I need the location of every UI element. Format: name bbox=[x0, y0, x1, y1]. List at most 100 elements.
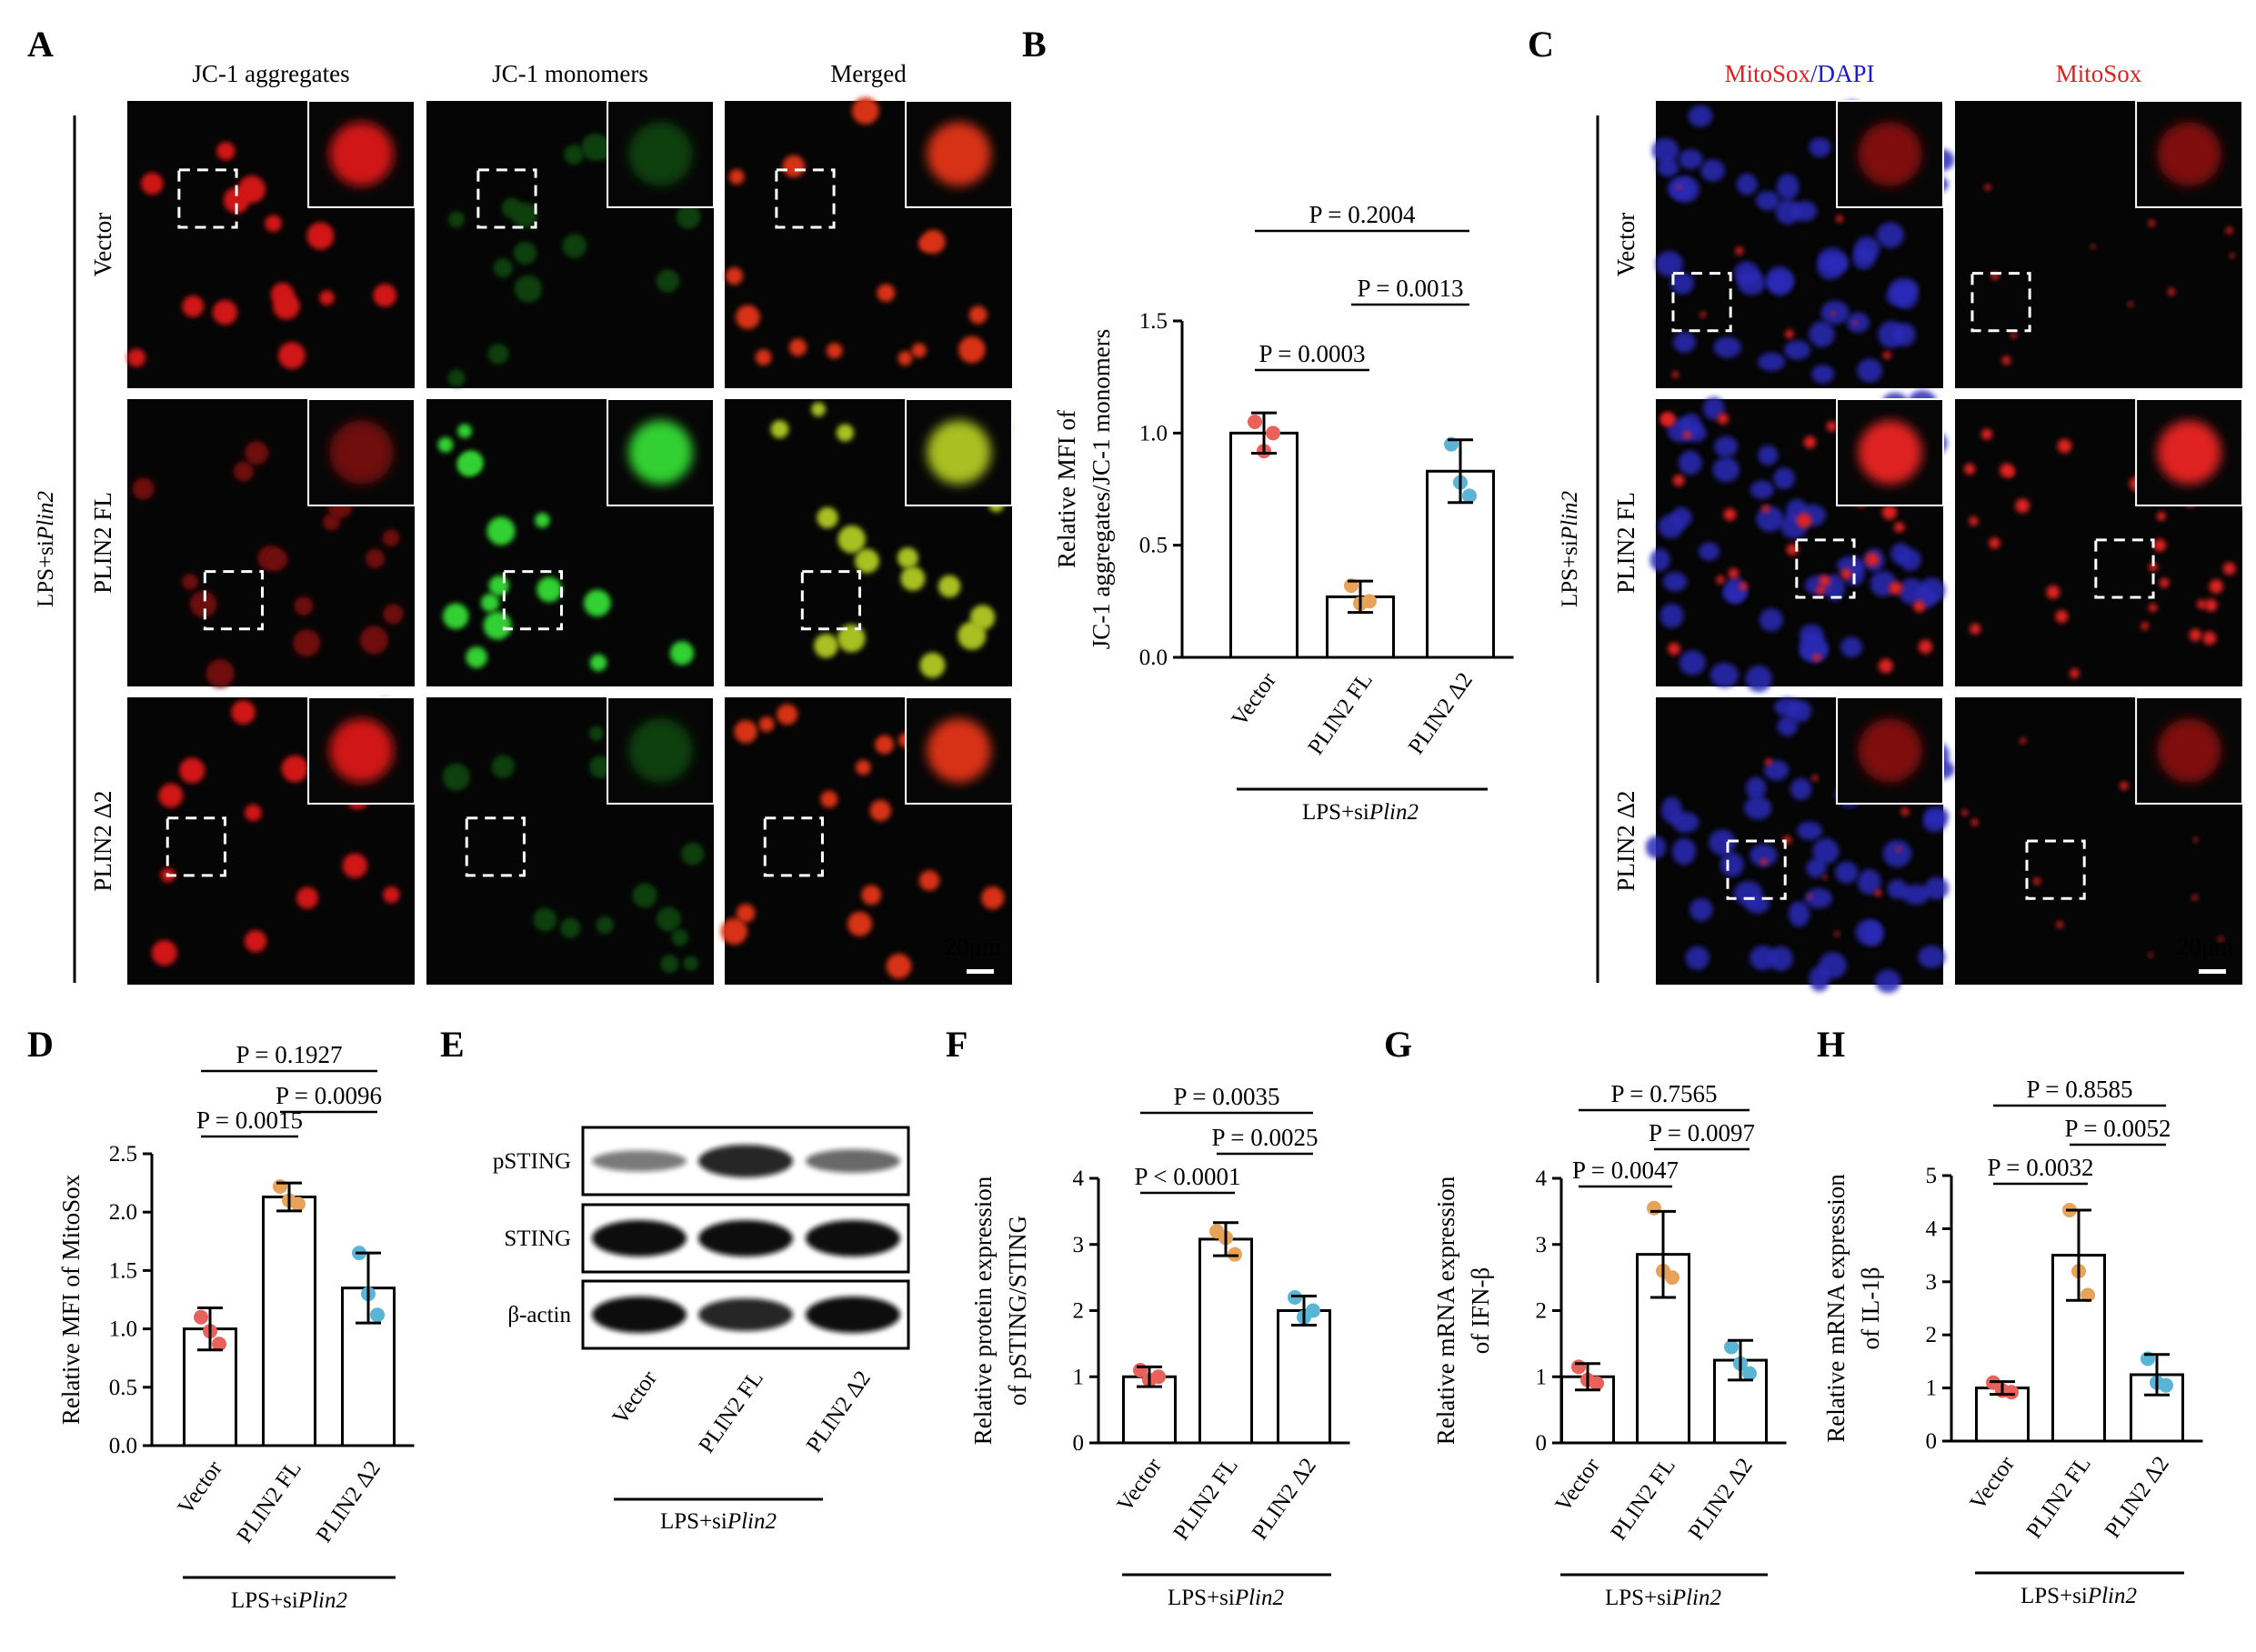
nucleus bbox=[1876, 222, 1904, 248]
nucleus bbox=[1766, 266, 1794, 294]
y-tick-label: 0.0 bbox=[1139, 646, 1168, 670]
roi-box bbox=[1671, 272, 1732, 333]
column-header-part: MitoSox bbox=[2056, 60, 2142, 87]
group-label-italic: Plin2 bbox=[2087, 1584, 2137, 1608]
nucleus bbox=[1750, 946, 1776, 971]
p-value: P = 0.0013 bbox=[1358, 275, 1464, 302]
cell bbox=[725, 266, 744, 285]
nucleus bbox=[1820, 300, 1850, 325]
p-value: P = 0.2004 bbox=[1309, 201, 1416, 228]
cell bbox=[671, 928, 689, 946]
roi-box bbox=[775, 168, 836, 229]
cell bbox=[1735, 246, 1744, 255]
nucleus bbox=[1918, 577, 1946, 604]
cell bbox=[1812, 653, 1821, 662]
data-point bbox=[1724, 1339, 1739, 1355]
cell bbox=[596, 916, 614, 935]
group-label-italic: Plin2 bbox=[1369, 800, 1419, 825]
cell bbox=[581, 133, 609, 161]
blot-band bbox=[592, 1220, 687, 1257]
blot-band bbox=[806, 1149, 900, 1173]
inset-cell bbox=[927, 122, 991, 186]
nucleus bbox=[1787, 699, 1812, 723]
inset-cell bbox=[1858, 718, 1922, 783]
group-label-part: LPS+si bbox=[1558, 540, 1582, 607]
cell bbox=[1717, 413, 1729, 425]
y-tick-label: 0 bbox=[1926, 1429, 1938, 1454]
cell bbox=[306, 222, 335, 250]
cell bbox=[683, 956, 699, 971]
cell bbox=[448, 211, 466, 228]
micrograph bbox=[426, 100, 716, 388]
p-value: P = 0.0052 bbox=[2065, 1115, 2171, 1142]
nucleus bbox=[1760, 608, 1783, 632]
cell bbox=[681, 842, 705, 866]
error-bar bbox=[1575, 1362, 1600, 1392]
y-axis-label: Relative MFI of bbox=[1053, 410, 1080, 568]
y-tick-label: 4 bbox=[1536, 1166, 1548, 1191]
data-point bbox=[1362, 594, 1377, 609]
cell bbox=[2033, 877, 2040, 886]
cell bbox=[1969, 516, 1979, 526]
y-tick-label: 1 bbox=[1536, 1365, 1548, 1389]
nucleus bbox=[1744, 796, 1772, 820]
nucleus bbox=[1689, 897, 1713, 922]
blot-band bbox=[698, 1220, 793, 1257]
p-value: P = 0.0097 bbox=[1649, 1119, 1755, 1146]
cell bbox=[273, 293, 300, 320]
blot-band bbox=[698, 1297, 793, 1332]
cell bbox=[141, 172, 164, 195]
cell bbox=[788, 338, 807, 356]
inset-cell bbox=[2157, 122, 2221, 186]
inset-cell bbox=[628, 122, 693, 186]
cell bbox=[820, 790, 838, 808]
row-label: Vector bbox=[89, 213, 116, 276]
column-header: Merged bbox=[830, 60, 907, 87]
cell bbox=[487, 343, 509, 365]
y-tick-label: 0 bbox=[1536, 1431, 1548, 1456]
cell bbox=[837, 624, 866, 653]
micrograph bbox=[720, 696, 1014, 985]
cell bbox=[817, 506, 838, 529]
inset-cell bbox=[628, 718, 693, 783]
nucleus bbox=[1669, 272, 1694, 295]
cell bbox=[1830, 311, 1836, 316]
column-header-part: MitoSox bbox=[1724, 60, 1810, 87]
nucleus bbox=[1835, 861, 1859, 884]
cell bbox=[488, 576, 509, 596]
cell bbox=[1723, 508, 1737, 521]
cell bbox=[919, 652, 946, 678]
blot-band bbox=[806, 1220, 900, 1257]
cell bbox=[182, 574, 198, 590]
scale-bar bbox=[2199, 969, 2226, 974]
data-point bbox=[2081, 1287, 2095, 1303]
cell bbox=[660, 955, 679, 974]
cell bbox=[1970, 623, 1981, 635]
nucleus bbox=[1890, 543, 1911, 565]
p-value: P = 0.0032 bbox=[1988, 1154, 2094, 1181]
nucleus bbox=[1790, 777, 1812, 800]
nucleus bbox=[1673, 332, 1696, 354]
nucleus bbox=[1922, 812, 1947, 833]
cell bbox=[918, 870, 940, 891]
cell bbox=[483, 611, 512, 640]
y-tick-label: 1.5 bbox=[109, 1258, 137, 1283]
nucleus bbox=[1797, 821, 1822, 840]
y-tick-label: 0.0 bbox=[109, 1434, 137, 1458]
roi-box bbox=[1970, 272, 2031, 333]
cell bbox=[2128, 301, 2133, 307]
nucleus bbox=[1703, 396, 1725, 420]
blot-band bbox=[592, 1150, 687, 1172]
cell bbox=[1900, 807, 1910, 816]
cell bbox=[1874, 889, 1882, 896]
cell bbox=[1836, 215, 1843, 223]
nucleus bbox=[1840, 636, 1863, 658]
panel-letter: G bbox=[1384, 1024, 1412, 1065]
data-point bbox=[1742, 1366, 1757, 1381]
cell bbox=[231, 700, 256, 725]
y-tick-label: 2 bbox=[1073, 1299, 1085, 1324]
cell bbox=[856, 759, 871, 776]
cell bbox=[2191, 895, 2198, 901]
group-label-part: LPS+si bbox=[2020, 1584, 2088, 1608]
